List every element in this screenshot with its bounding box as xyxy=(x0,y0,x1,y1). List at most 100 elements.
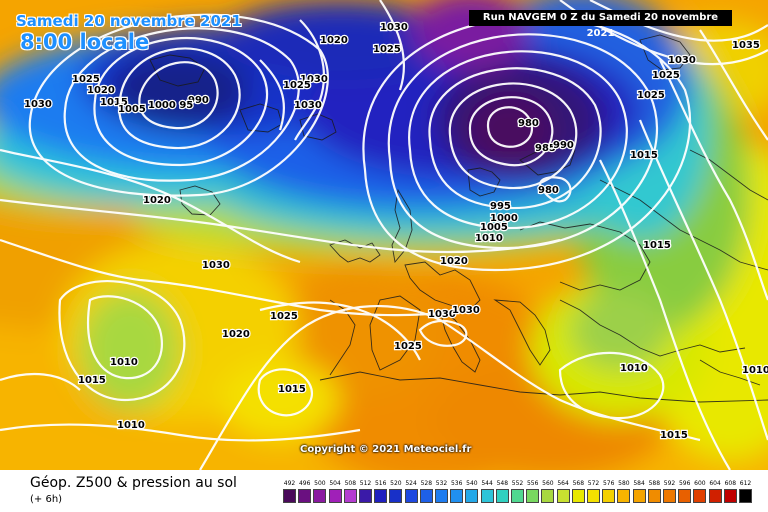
legend-color-swatch xyxy=(343,489,357,503)
isobar-label: 990 xyxy=(188,95,209,106)
legend-value-label: 552 xyxy=(511,480,524,487)
copyright-notice: Copyright © 2021 Meteociel.fr xyxy=(300,444,472,455)
isobar-label: 990 xyxy=(553,140,574,151)
legend-color-swatch xyxy=(298,489,312,503)
legend-value-label: 584 xyxy=(633,480,645,487)
isobar-label: 980 xyxy=(518,118,539,129)
legend-value-label: 520 xyxy=(390,480,402,487)
isobar-label: 1030 xyxy=(202,260,230,271)
isobar-label: 1025 xyxy=(637,90,665,101)
legend-color-swatch xyxy=(374,489,388,503)
model-run-banner: Run NAVGEM 0 Z du Samedi 20 novembre 202… xyxy=(469,10,732,39)
legend-color-swatch xyxy=(480,489,494,503)
legend-color-swatch xyxy=(556,489,570,503)
isobar-label: 1015 xyxy=(660,430,688,441)
isobar-label: 1020 xyxy=(440,256,468,267)
legend-value-label: 560 xyxy=(542,480,554,487)
legend-color-swatch xyxy=(495,489,509,503)
legend-value-label: 572 xyxy=(587,480,600,487)
isobar-label: 1025 xyxy=(373,44,401,55)
isobar-label: 1025 xyxy=(270,311,298,322)
forecast-time-title: 8:00 locale xyxy=(20,30,150,54)
isobar-label: 1000 xyxy=(490,213,518,224)
isobar-label: 1015 xyxy=(78,375,106,386)
isobar-label: 1030 xyxy=(294,100,322,111)
legend-color-swatch xyxy=(465,489,479,503)
legend-value-label: 580 xyxy=(618,480,630,487)
legend-color-swatch xyxy=(663,489,676,503)
forecast-date-title: Samedi 20 novembre 2021 xyxy=(16,12,242,30)
legend-color-swatch xyxy=(571,489,585,503)
legend-color-swatch xyxy=(693,489,707,503)
legend-value-label: 592 xyxy=(663,480,676,487)
isobar-label: 1015 xyxy=(643,240,671,251)
isobar-label: 1030 xyxy=(24,99,52,110)
legend-color-swatch xyxy=(526,489,540,503)
legend-color-swatch xyxy=(602,489,616,503)
legend-color-swatch xyxy=(587,489,600,503)
isobar-label: 1020 xyxy=(87,85,115,96)
legend-value-label: 496 xyxy=(298,480,311,487)
color-scale-legend: 492 496 500 504 508 512 516 520 524 528 532 536 540 5… xyxy=(283,480,753,510)
geopotential-map: 1030 1020 1025 1030 1025 1030 990 1025 1… xyxy=(0,0,768,470)
isobar-label: 1030 xyxy=(668,55,696,66)
legend-value-label: 596 xyxy=(678,480,691,487)
legend-color-swatch xyxy=(678,489,692,503)
isobar-label: 1030 xyxy=(452,305,480,316)
legend-color-swatch xyxy=(617,489,631,503)
isobar-label: 985 xyxy=(535,143,556,154)
isobar-label: 1020 xyxy=(320,35,348,46)
legend-color-swatch xyxy=(313,489,327,503)
isobar-label: 1020 xyxy=(143,195,171,206)
legend-color-swatch xyxy=(647,489,661,503)
legend-color-swatch xyxy=(739,489,752,503)
legend-value-label: 600 xyxy=(694,480,706,487)
isobar-label: 1015 xyxy=(630,150,658,161)
legend-value-label: 528 xyxy=(420,480,433,487)
lead-time: (+ 6h) xyxy=(30,494,63,505)
legend-color-swatch xyxy=(450,489,464,503)
isobar-label: 1020 xyxy=(222,329,250,340)
legend-value-label: 612 xyxy=(739,480,752,487)
isobar-label: 1025 xyxy=(652,70,680,81)
isobar-label: 1015 xyxy=(278,384,306,395)
isobar-label: 1025 xyxy=(394,341,422,352)
legend-color-swatch xyxy=(541,489,555,503)
product-title: Géop. Z500 & pression au sol xyxy=(30,475,237,491)
isobar-label: 1010 xyxy=(117,420,145,431)
isobar-label: 1035 xyxy=(732,40,760,51)
isobar-label: 1010 xyxy=(742,365,768,376)
legend-value-label: 536 xyxy=(450,480,463,487)
legend-value-label: 556 xyxy=(526,480,539,487)
legend-color-swatch xyxy=(632,489,646,503)
isobar-label: 1010 xyxy=(475,233,503,244)
legend-color-swatch xyxy=(708,489,722,503)
legend-color-swatch xyxy=(283,489,296,503)
isobar-label: 995 xyxy=(490,201,511,212)
legend-value-label: 564 xyxy=(557,480,569,487)
legend-color-swatch xyxy=(389,489,403,503)
legend-color-swatch xyxy=(404,489,418,503)
legend-value-label: 544 xyxy=(481,480,493,487)
legend-value-label: 608 xyxy=(724,480,737,487)
legend-value-label: 568 xyxy=(572,480,585,487)
legend-value-label: 516 xyxy=(374,480,387,487)
isobar-label: 1030 xyxy=(428,309,456,320)
isobar-label: 1025 xyxy=(283,80,311,91)
legend-value-label: 504 xyxy=(329,480,341,487)
isobar-label: 1010 xyxy=(110,357,138,368)
legend-value-label: 576 xyxy=(602,480,615,487)
isobar-label: 1015 xyxy=(100,97,128,108)
legend-value-label: 604 xyxy=(709,480,721,487)
legend-color-swatch xyxy=(511,489,524,503)
legend-value-label: 548 xyxy=(496,480,509,487)
legend-value-label: 524 xyxy=(405,480,417,487)
isobar-label: 1030 xyxy=(300,74,328,85)
legend-value-label: 532 xyxy=(435,480,448,487)
legend-value-label: 540 xyxy=(466,480,478,487)
legend-value-label: 508 xyxy=(344,480,357,487)
legend-color-swatch xyxy=(435,489,448,503)
legend-value-label: 500 xyxy=(314,480,326,487)
legend-value-label: 492 xyxy=(283,480,296,487)
